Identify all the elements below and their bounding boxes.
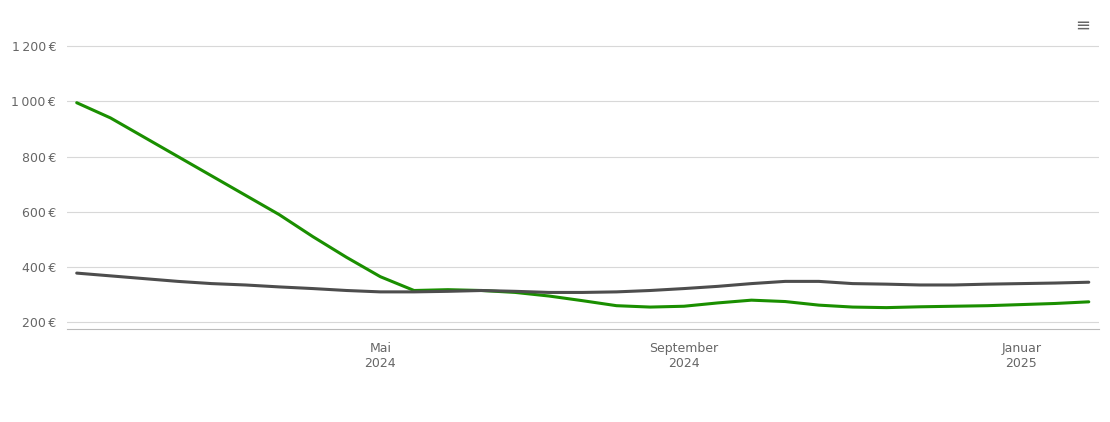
Sackware <box>104 273 118 279</box>
Sackware <box>981 281 995 287</box>
lose Ware <box>576 298 589 303</box>
lose Ware <box>1082 299 1096 304</box>
lose Ware <box>374 274 387 279</box>
lose Ware <box>880 305 894 310</box>
lose Ware <box>407 288 421 293</box>
Sackware <box>914 282 927 287</box>
Sackware <box>1048 281 1061 286</box>
lose Ware <box>508 290 522 295</box>
Text: ≡: ≡ <box>1074 17 1090 35</box>
Sackware <box>677 286 690 291</box>
Line: Sackware: Sackware <box>77 273 1089 292</box>
Sackware <box>239 282 252 287</box>
Sackware <box>778 279 791 284</box>
Sackware <box>205 281 219 286</box>
Sackware <box>644 288 657 293</box>
Sackware <box>407 289 421 295</box>
lose Ware <box>272 212 285 217</box>
lose Ware <box>609 303 623 308</box>
lose Ware <box>104 115 118 120</box>
Sackware <box>475 288 488 293</box>
lose Ware <box>205 173 219 179</box>
lose Ware <box>171 154 184 159</box>
Sackware <box>138 276 151 281</box>
lose Ware <box>813 303 826 308</box>
lose Ware <box>677 304 690 309</box>
Sackware <box>947 282 960 287</box>
Sackware <box>576 290 589 295</box>
lose Ware <box>846 305 859 310</box>
Sackware <box>712 284 725 289</box>
lose Ware <box>745 298 758 303</box>
Sackware <box>813 279 826 284</box>
lose Ware <box>712 300 725 306</box>
lose Ware <box>947 304 960 309</box>
lose Ware <box>340 255 353 260</box>
lose Ware <box>475 288 488 293</box>
lose Ware <box>1015 302 1028 307</box>
Legend: lose Ware, Sackware: lose Ware, Sackware <box>474 419 692 422</box>
Sackware <box>846 281 859 286</box>
lose Ware <box>543 293 556 298</box>
Sackware <box>609 289 623 295</box>
lose Ware <box>914 304 927 309</box>
Sackware <box>1082 280 1096 285</box>
Sackware <box>70 271 83 276</box>
lose Ware <box>1048 301 1061 306</box>
Sackware <box>441 289 454 294</box>
Sackware <box>543 290 556 295</box>
Sackware <box>306 286 320 291</box>
lose Ware <box>644 305 657 310</box>
Sackware <box>1015 281 1028 286</box>
Sackware <box>272 284 285 289</box>
Sackware <box>171 279 184 284</box>
lose Ware <box>70 100 83 105</box>
lose Ware <box>306 234 320 239</box>
Sackware <box>508 289 522 294</box>
Sackware <box>340 288 353 293</box>
lose Ware <box>778 299 791 304</box>
Sackware <box>745 281 758 286</box>
Sackware <box>880 281 894 287</box>
lose Ware <box>138 135 151 140</box>
lose Ware <box>981 303 995 308</box>
Sackware <box>374 289 387 295</box>
lose Ware <box>441 287 454 292</box>
lose Ware <box>239 193 252 198</box>
Line: lose Ware: lose Ware <box>77 103 1089 308</box>
